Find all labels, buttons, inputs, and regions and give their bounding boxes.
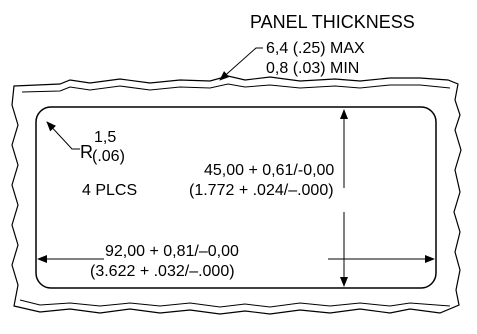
width-dim-metric: 92,00 + 0,81/–0,00: [105, 243, 239, 260]
panel-outline: [11, 75, 462, 315]
panel-thickness-min: 0,8 (.03) MIN: [266, 60, 359, 77]
cutout-rectangle: [35, 106, 437, 289]
height-dim-metric: 45,00 + 0,61/-0,00: [204, 162, 334, 179]
radius-count: 4 PLCS: [82, 182, 137, 199]
width-dim-imperial: (3.622 + .032/–.000): [90, 263, 235, 280]
panel-thickness-edge: [19, 83, 451, 308]
radius-imperial: (.06): [92, 148, 125, 165]
radius-metric: 1,5: [94, 129, 116, 146]
panel-thickness-max: 6,4 (.25) MAX: [266, 40, 365, 57]
radius-prefix: R: [80, 142, 93, 162]
thickness-leader: [219, 47, 263, 81]
height-dim-imperial: (1.772 + .024/–.000): [189, 182, 334, 199]
panel-thickness-title: PANEL THICKNESS: [250, 12, 415, 32]
radius-leader: [46, 121, 80, 150]
